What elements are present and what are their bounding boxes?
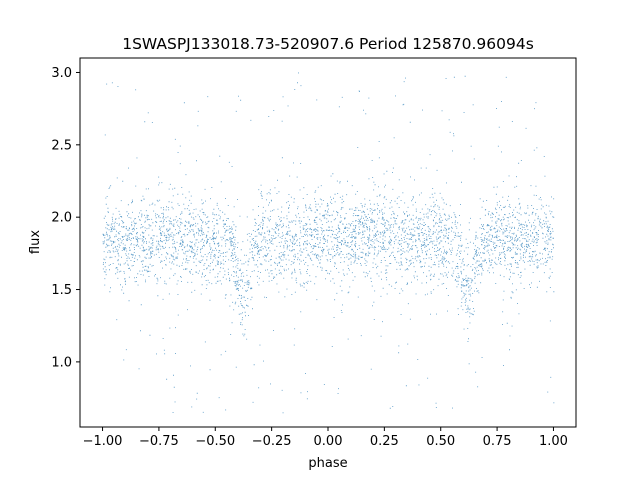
- y-tick-label: 2.5: [51, 138, 72, 153]
- chart-title: 1SWASPJ133018.73-520907.6 Period 125870.…: [122, 35, 534, 53]
- x-axis-label: phase: [308, 456, 347, 471]
- x-tick-label: −1.00: [83, 434, 123, 449]
- x-tick-label: −0.75: [139, 434, 179, 449]
- x-tick-label: −0.50: [195, 434, 235, 449]
- x-tick-label: 0.00: [314, 434, 343, 449]
- x-tick-label: 0.50: [426, 434, 455, 449]
- x-tick-label: 0.75: [483, 434, 512, 449]
- x-tick-label: −0.25: [252, 434, 292, 449]
- y-tick-label: 2.0: [51, 211, 72, 226]
- y-axis: 1.0 1.5 2.0 2.5 3.0: [51, 66, 80, 370]
- y-tick-label: 3.0: [51, 66, 72, 81]
- y-axis-label: flux: [28, 230, 43, 254]
- y-tick-label: 1.5: [51, 283, 72, 298]
- x-axis: −1.00 −0.75 −0.50 −0.25 0.00 0.25 0.50 0.75 1.00: [83, 427, 568, 449]
- x-tick-label: 0.25: [370, 434, 399, 449]
- x-tick-label: 1.00: [539, 434, 568, 449]
- y-tick-label: 1.0: [51, 355, 72, 370]
